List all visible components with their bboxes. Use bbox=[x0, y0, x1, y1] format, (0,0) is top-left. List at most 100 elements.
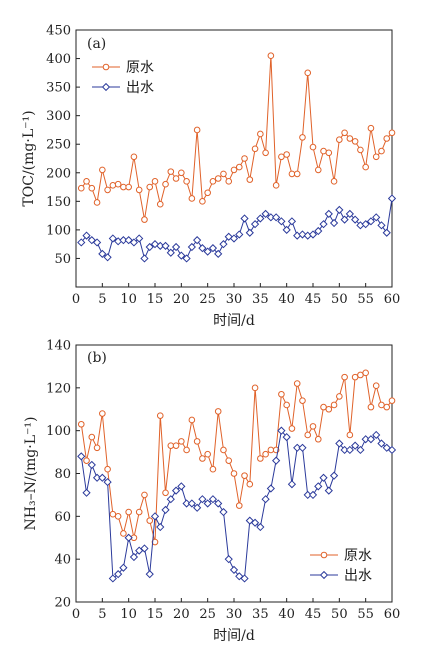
data-point bbox=[172, 442, 180, 449]
x-tick-label: 20 bbox=[173, 292, 190, 307]
data-point bbox=[309, 143, 317, 151]
data-point bbox=[83, 457, 90, 464]
x-tick-label: 5 bbox=[98, 292, 106, 307]
data-point bbox=[278, 153, 285, 161]
x-tick-label: 10 bbox=[120, 292, 137, 307]
data-point bbox=[224, 555, 233, 564]
data-point bbox=[335, 205, 344, 215]
data-point bbox=[245, 228, 254, 237]
data-point bbox=[140, 254, 149, 263]
data-point bbox=[357, 371, 364, 379]
x-tick-label: 30 bbox=[226, 607, 243, 622]
data-point bbox=[387, 445, 397, 455]
data-point bbox=[287, 480, 297, 489]
data-point bbox=[308, 230, 318, 239]
data-point bbox=[329, 471, 339, 480]
data-point bbox=[204, 450, 211, 458]
data-point bbox=[82, 488, 91, 497]
y-tick-label: 250 bbox=[46, 138, 71, 153]
data-point bbox=[225, 178, 233, 185]
data-point bbox=[114, 513, 122, 520]
data-point bbox=[114, 570, 123, 579]
data-point bbox=[314, 226, 323, 236]
y-axis-title: TOC/(mg·L⁻¹) bbox=[21, 110, 37, 206]
data-point bbox=[220, 170, 227, 178]
data-point bbox=[240, 214, 249, 223]
data-point bbox=[266, 484, 275, 493]
data-point bbox=[267, 446, 275, 454]
x-tick-label: 0 bbox=[72, 292, 80, 307]
data-point bbox=[178, 438, 185, 445]
legend-entry: 原水 bbox=[92, 60, 154, 76]
data-point bbox=[199, 198, 206, 205]
data-point bbox=[235, 163, 243, 171]
data-point bbox=[129, 552, 139, 562]
data-point bbox=[171, 242, 181, 252]
data-point bbox=[320, 403, 327, 411]
data-point bbox=[351, 138, 359, 145]
data-point bbox=[203, 499, 212, 508]
data-point bbox=[362, 163, 369, 171]
data-point bbox=[198, 495, 207, 504]
data-point bbox=[225, 457, 233, 464]
x-tick-label: 30 bbox=[226, 292, 243, 307]
data-point bbox=[351, 373, 359, 381]
data-point bbox=[241, 155, 248, 162]
x-tick-label: 60 bbox=[384, 607, 401, 622]
data-point bbox=[299, 397, 306, 404]
data-point bbox=[262, 450, 269, 458]
data-point bbox=[241, 472, 248, 479]
data-point bbox=[162, 180, 169, 188]
data-point bbox=[324, 209, 333, 219]
y-tick-label: 80 bbox=[54, 467, 71, 482]
legend-label: 出水 bbox=[344, 568, 372, 584]
data-point bbox=[336, 393, 343, 400]
data-point bbox=[219, 240, 228, 249]
data-point bbox=[251, 145, 259, 153]
x-tick-label: 50 bbox=[331, 292, 348, 307]
data-point bbox=[330, 401, 338, 409]
panel-a: 0 5 10 15 20 25 30 35 40 45 50 55 60 50 100 150 200 250 30… bbox=[21, 24, 400, 330]
data-point bbox=[114, 180, 122, 188]
data-point bbox=[177, 251, 186, 260]
data-point bbox=[187, 242, 196, 252]
data-point bbox=[314, 435, 322, 443]
data-point bbox=[130, 153, 138, 161]
data-point bbox=[161, 505, 170, 515]
data-point bbox=[272, 182, 280, 189]
data-point bbox=[98, 473, 107, 482]
data-point bbox=[387, 194, 397, 203]
plot-frame bbox=[75, 29, 393, 288]
data-point bbox=[162, 489, 169, 497]
x-tick-label: 5 bbox=[98, 607, 106, 622]
data-point bbox=[272, 456, 281, 465]
data-point bbox=[146, 183, 154, 191]
data-point bbox=[208, 244, 218, 253]
data-point bbox=[377, 221, 386, 230]
data-point bbox=[135, 234, 144, 243]
data-point bbox=[340, 215, 349, 224]
legend-label: 原水 bbox=[344, 548, 372, 564]
y-tick-label: 40 bbox=[54, 553, 71, 568]
data-point bbox=[214, 408, 222, 415]
data-point bbox=[340, 445, 349, 455]
data-point bbox=[103, 253, 112, 262]
x-tick-label: 10 bbox=[120, 607, 137, 622]
data-point bbox=[182, 254, 191, 263]
data-point bbox=[120, 530, 127, 537]
data-point bbox=[298, 443, 307, 452]
data-point bbox=[287, 217, 297, 226]
data-point bbox=[283, 401, 290, 409]
data-point bbox=[104, 465, 111, 473]
legend-marker bbox=[101, 82, 111, 92]
data-point bbox=[388, 397, 396, 404]
data-point bbox=[229, 565, 239, 574]
data-point bbox=[124, 533, 133, 542]
data-point bbox=[108, 574, 117, 583]
data-point bbox=[250, 518, 260, 527]
data-point bbox=[166, 495, 175, 504]
data-point bbox=[93, 199, 101, 206]
x-tick-label: 45 bbox=[305, 607, 322, 622]
data-point bbox=[366, 217, 376, 226]
